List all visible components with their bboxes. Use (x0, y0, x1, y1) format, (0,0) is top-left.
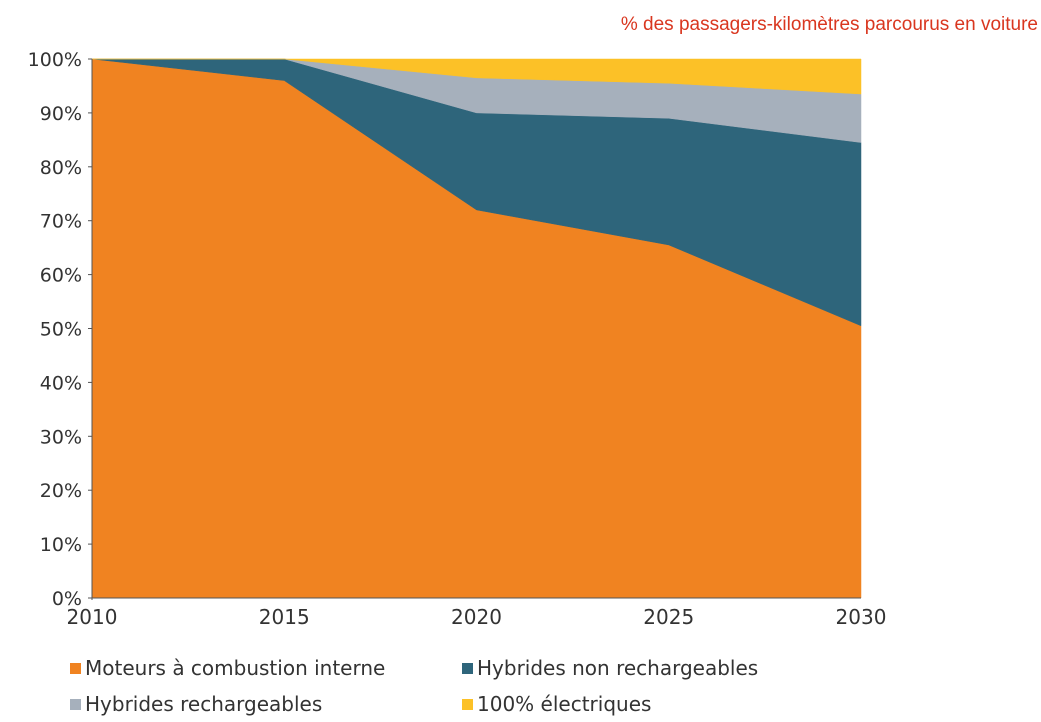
y-tick-label: 10% (40, 534, 82, 556)
x-tick-label: 2025 (643, 605, 694, 629)
legend-swatch-combustion (70, 662, 81, 674)
unit-note: % des passagers-kilomètres parcourus en … (620, 14, 1038, 35)
legend-item-electric: 100% électriques (462, 692, 651, 716)
legend-label-hybrid-non-rechargeable: Hybrides non rechargeables (477, 656, 759, 680)
y-tick-label: 20% (40, 480, 82, 502)
y-tick-label: 100% (28, 49, 82, 71)
legend-swatch-electric (462, 698, 473, 710)
x-tick-label: 2020 (451, 605, 502, 629)
y-tick-label: 60% (40, 265, 82, 287)
legend-swatch-hybrid-non-rechargeable (462, 662, 473, 674)
area-electric (92, 58, 862, 95)
legend-item-combustion: Moteurs à combustion interne (70, 656, 462, 680)
legend-swatch-hybrid-rechargeable (70, 698, 81, 710)
legend-item-hybrid-non-rechargeable: Hybrides non rechargeables (462, 656, 758, 680)
y-tick-label: 50% (40, 319, 82, 341)
x-tick-label: 2010 (67, 605, 118, 629)
legend-item-hybrid-rechargeable: Hybrides rechargeables (70, 692, 462, 716)
legend: Moteurs à combustion interne Hybrides no… (70, 650, 970, 722)
y-tick-label: 90% (40, 103, 82, 125)
legend-label-combustion: Moteurs à combustion interne (85, 656, 386, 680)
y-tick-label: 40% (40, 372, 82, 394)
x-tick-label: 2015 (259, 605, 310, 629)
y-tick-label: 30% (40, 426, 82, 448)
legend-label-electric: 100% électriques (477, 692, 652, 716)
y-tick-label: 0% (52, 588, 82, 610)
y-tick-label: 80% (40, 157, 82, 179)
legend-label-hybrid-rechargeable: Hybrides rechargeables (85, 692, 323, 716)
plot-area: 0% 10% 20% 30% 40% 50% 60% 70% 80% 90% 100% 2010 201… (28, 49, 887, 629)
y-tick-label: 70% (40, 211, 82, 233)
x-tick-label: 2030 (836, 605, 887, 629)
